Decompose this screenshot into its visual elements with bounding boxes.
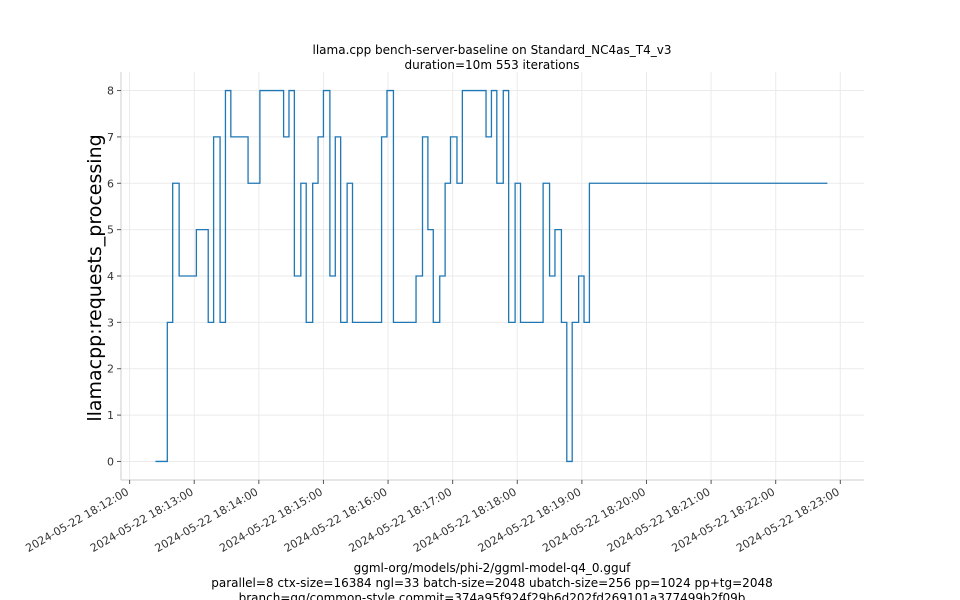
series-line (155, 89, 828, 463)
y-tick-label: 7 (107, 131, 114, 144)
x-tick-label: 2024-05-22 18:21:00 (605, 485, 713, 555)
x-tick-label: 2024-05-22 18:23:00 (734, 485, 842, 555)
y-tick-label: 4 (107, 270, 114, 283)
footer-branch: branch=gg/common-style commit=374a95f924… (239, 591, 746, 600)
y-tick-label: 1 (107, 409, 114, 422)
x-tick-label: 2024-05-22 18:18:00 (411, 485, 519, 555)
y-axis-label: llamacpp:requests_processing (84, 134, 106, 421)
y-tick-label: 6 (107, 177, 114, 190)
x-tick-label: 2024-05-22 18:12:00 (23, 485, 131, 555)
y-tick-label: 3 (107, 316, 114, 329)
x-tick-label: 2024-05-22 18:14:00 (153, 485, 261, 555)
y-axis-ticks: 0 1 2 3 4 5 6 7 8 (107, 85, 121, 468)
y-tick-label: 0 (107, 455, 114, 468)
chart-subtitle: duration=10m 553 iterations (405, 58, 580, 72)
x-tick-label: 2024-05-22 18:15:00 (217, 485, 325, 555)
x-tick-label: 2024-05-22 18:19:00 (476, 485, 584, 555)
grid-lines (121, 72, 864, 480)
x-tick-label: 2024-05-22 18:22:00 (670, 485, 778, 555)
footer-params: parallel=8 ctx-size=16384 ngl=33 batch-s… (211, 576, 772, 590)
x-tick-label: 2024-05-22 18:13:00 (88, 485, 196, 555)
y-tick-label: 5 (107, 224, 114, 237)
x-tick-label: 2024-05-22 18:16:00 (282, 485, 390, 555)
x-tick-label: 2024-05-22 18:17:00 (346, 485, 454, 555)
x-tick-label: 2024-05-22 18:20:00 (540, 485, 648, 555)
chart-title: llama.cpp bench-server-baseline on Stand… (313, 43, 672, 57)
footer-model: ggml-org/models/phi-2/ggml-model-q4_0.gg… (354, 561, 632, 575)
y-tick-label: 8 (107, 85, 114, 98)
y-tick-label: 2 (107, 363, 114, 376)
